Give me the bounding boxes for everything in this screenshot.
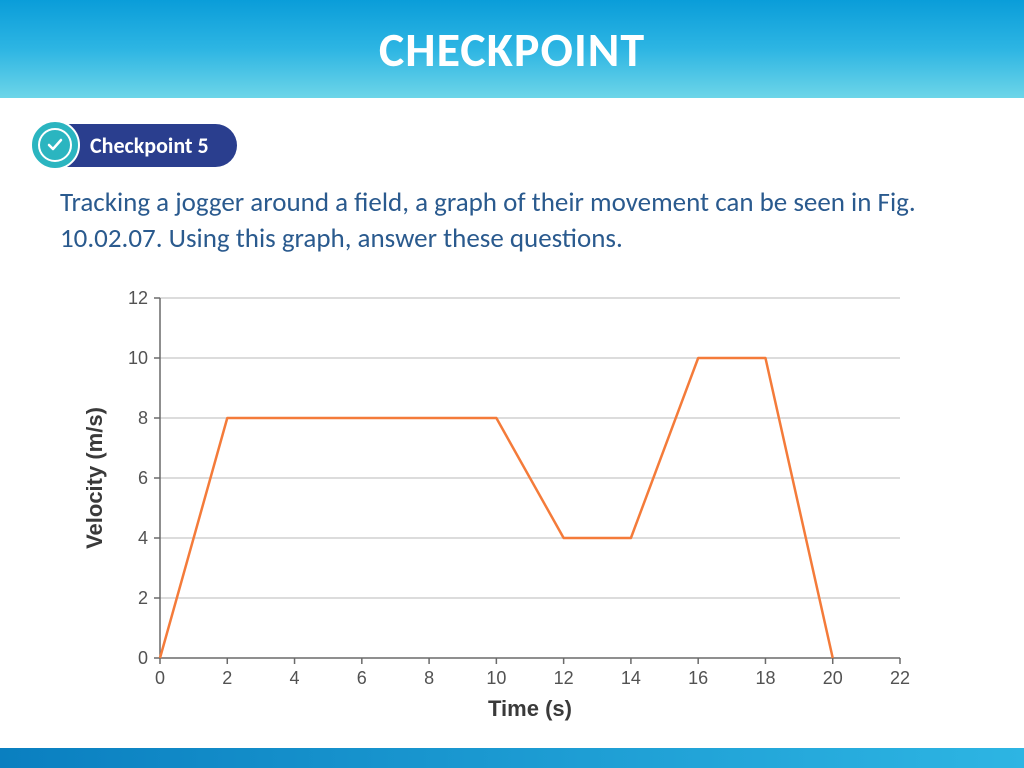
footer-strip (0, 748, 1024, 768)
checkmark-icon (30, 120, 80, 170)
svg-text:4: 4 (290, 668, 300, 688)
svg-text:0: 0 (138, 648, 148, 668)
svg-text:6: 6 (138, 468, 148, 488)
question-text: Tracking a jogger around a field, a grap… (30, 185, 994, 258)
svg-text:8: 8 (424, 668, 434, 688)
velocity-time-chart: 0 2 4 6 8 10 12 14 16 18 20 22 0 2 4 6 8 10 12 Time (s) Velo… (70, 278, 930, 728)
content-area: Checkpoint 5 Tracking a jogger around a … (0, 100, 1024, 728)
svg-text:Velocity (m/s): Velocity (m/s) (82, 407, 107, 549)
checkpoint-badge: Checkpoint 5 (30, 120, 994, 170)
svg-text:22: 22 (890, 668, 910, 688)
svg-text:20: 20 (823, 668, 843, 688)
svg-text:Time (s): Time (s) (488, 696, 572, 721)
svg-text:18: 18 (755, 668, 775, 688)
svg-text:0: 0 (155, 668, 165, 688)
svg-text:12: 12 (554, 668, 574, 688)
svg-text:12: 12 (128, 288, 148, 308)
svg-text:2: 2 (138, 588, 148, 608)
svg-text:8: 8 (138, 408, 148, 428)
svg-text:10: 10 (486, 668, 506, 688)
page-title: CHECKPOINT (379, 20, 645, 79)
svg-text:16: 16 (688, 668, 708, 688)
svg-text:6: 6 (357, 668, 367, 688)
svg-text:2: 2 (222, 668, 232, 688)
header-banner: CHECKPOINT (0, 0, 1024, 100)
svg-text:14: 14 (621, 668, 641, 688)
svg-text:4: 4 (138, 528, 148, 548)
svg-text:10: 10 (128, 348, 148, 368)
